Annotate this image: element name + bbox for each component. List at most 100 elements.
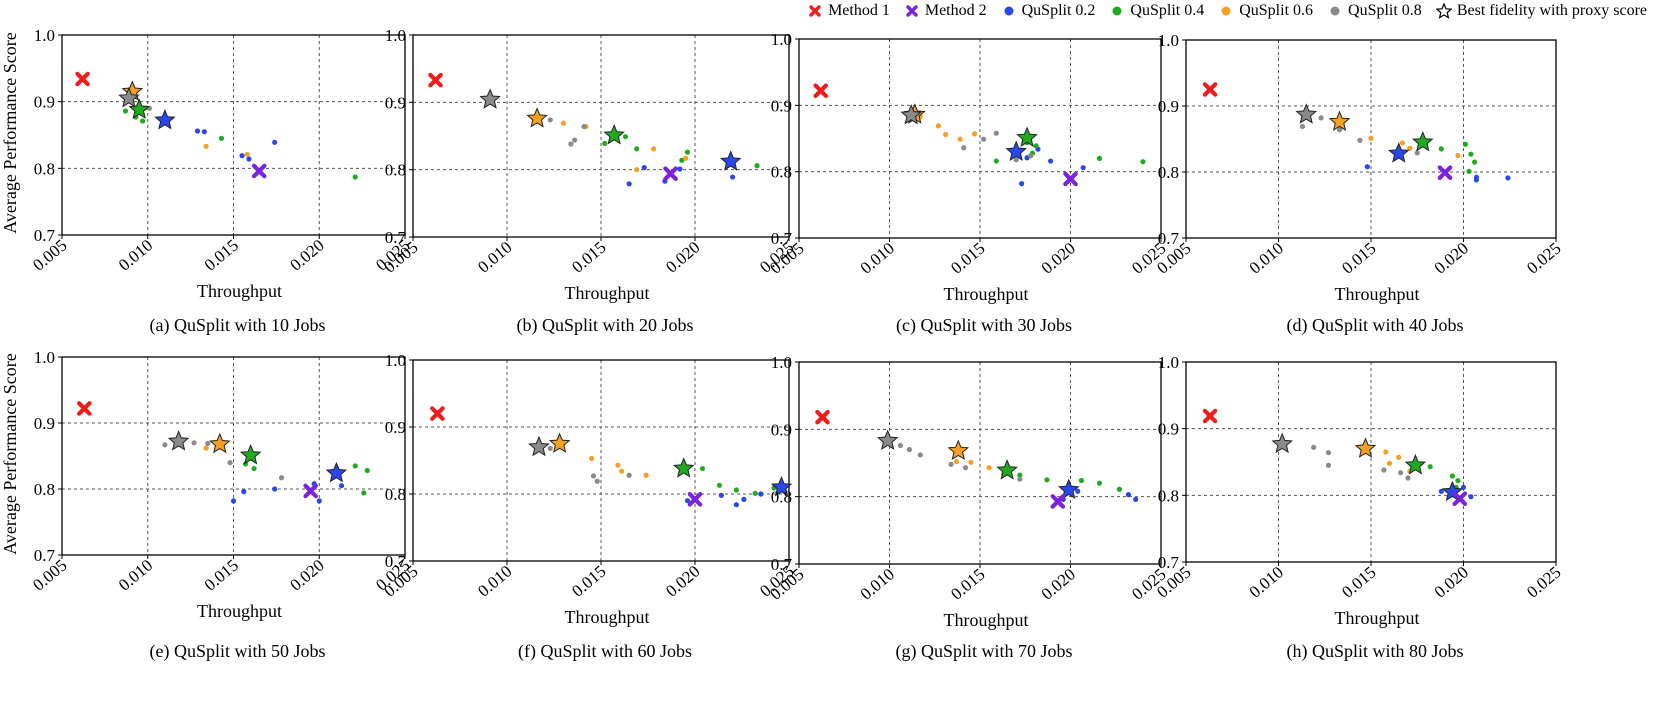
chart-panel: 0.70.80.91.00.005 0.010 0.015 0.020 0.025Thr… [1153,353,1565,662]
chart-panel: 0.70.80.91.00.005 0.010 0.015 0.020 0.025Thr… [766,30,1170,336]
best-fidelity-star [479,88,501,109]
x-tick-label: 0.015 [201,556,243,595]
dot-marker-icon [1221,6,1231,16]
chart-caption: (d) QuSplit with 40 Jobs [1286,315,1463,336]
best-fidelity-star [719,150,742,171]
data-point [1398,470,1404,476]
data-point [754,163,760,169]
best-fidelity-star [1412,130,1434,152]
data-point [1019,181,1025,187]
data-point [981,136,987,142]
data-point [957,136,963,142]
data-point [1399,140,1406,146]
data-point [622,134,629,140]
x-tick-label: 0.020 [1431,563,1473,602]
data-point [1438,488,1444,494]
x-tick-label: 0.015 [568,562,610,601]
data-point [1407,145,1413,151]
best-fidelity-star [528,435,550,457]
data-point [241,489,247,495]
data-point [733,502,739,508]
x-tick-label: 0.015 [1338,563,1380,602]
method2-marker [303,483,318,499]
legend: Method 1 Method 2 QuSplit 0.2 QuSplit 0.4 Qu… [793,2,1647,20]
data-point [1472,159,1478,165]
legend-item: QuSplit 0.6 [1218,2,1313,20]
x-tick-label: 0.020 [1038,239,1080,278]
legend-label: QuSplit 0.4 [1130,2,1205,19]
chart-caption: (c) QuSplit with 30 Jobs [896,315,1072,336]
data-point [191,440,197,446]
data-point [352,174,358,180]
data-point [1044,477,1050,483]
chart-panel: 0.70.80.91.00.005 0.010 0.015 0.020 0.025Thr… [0,348,414,662]
best-fidelity-star [1057,478,1080,500]
x-tick-label: 0.015 [947,239,989,278]
data-point [602,140,608,147]
data-point [699,465,706,472]
data-point [1438,146,1444,152]
method2-marker [1452,491,1468,506]
best-fidelity-star [770,475,793,497]
chart-panel: 0.70.80.91.00.005 0.010 0.015 0.020 0.025Thr… [1153,31,1565,336]
data-point [560,120,567,126]
best-fidelity-star [118,86,140,108]
data-point [140,118,146,124]
data-point [1033,143,1039,149]
legend-label: QuSplit 0.6 [1239,2,1314,19]
data-point [1455,152,1461,159]
best-fidelity-star [1271,432,1293,454]
data-point [239,153,245,159]
data-point [993,158,999,164]
data-point [1140,159,1146,165]
chart-panel: 0.70.80.91.00.005 0.010 0.015 0.020 0.025Thr… [380,26,798,336]
data-point [968,459,974,465]
best-fidelity-star [239,443,262,465]
y-tick-label: 0.8 [34,159,55,178]
data-point [547,445,553,452]
x-tick-label: 0.015 [1338,239,1380,278]
best-fidelity-star [996,459,1018,480]
dot-marker-icon [1004,6,1014,16]
x-axis-label: Throughput [565,607,650,627]
method2-marker [663,166,678,182]
data-point [1383,449,1389,455]
y-tick-label: 0.8 [771,163,792,182]
data-point [1427,464,1433,470]
y-tick-label: 0.7 [771,229,793,248]
best-fidelity-star [548,432,571,453]
best-fidelity-star [900,104,922,125]
data-point [1017,476,1023,482]
legend-label: Method 1 [828,2,890,19]
best-fidelity-star [1016,126,1038,147]
data-point [230,498,237,504]
data-point [251,465,257,472]
star-icon [1435,3,1452,19]
x-axis-label: Throughput [1335,284,1420,304]
data-point [641,165,647,171]
y-tick-label: 0.9 [1158,420,1179,439]
y-tick-label: 0.7 [1158,553,1180,572]
data-point [1455,478,1461,484]
data-point [1505,175,1511,181]
data-point [1096,480,1103,486]
y-tick-label: 0.7 [34,226,56,245]
legend-item: QuSplit 0.8 [1327,2,1422,20]
y-tick-label: 1.0 [385,26,406,45]
legend-item: Method 2 [904,2,987,20]
method1-marker [76,401,92,416]
data-point [684,498,691,504]
best-fidelity-star [603,123,625,145]
legend-item: QuSplit 0.2 [1001,2,1095,20]
data-point [218,135,225,141]
method1-marker [75,71,90,87]
data-point [364,467,370,474]
chart-panel: 0.70.80.91.00.005 0.010 0.015 0.020 0.025Thr… [380,351,798,662]
data-point [1386,460,1393,466]
data-point [547,117,553,123]
data-point [1318,115,1324,121]
best-fidelity-star [154,108,176,130]
best-fidelity-star [672,457,695,478]
data-point [626,472,632,478]
data-point [1336,127,1343,133]
